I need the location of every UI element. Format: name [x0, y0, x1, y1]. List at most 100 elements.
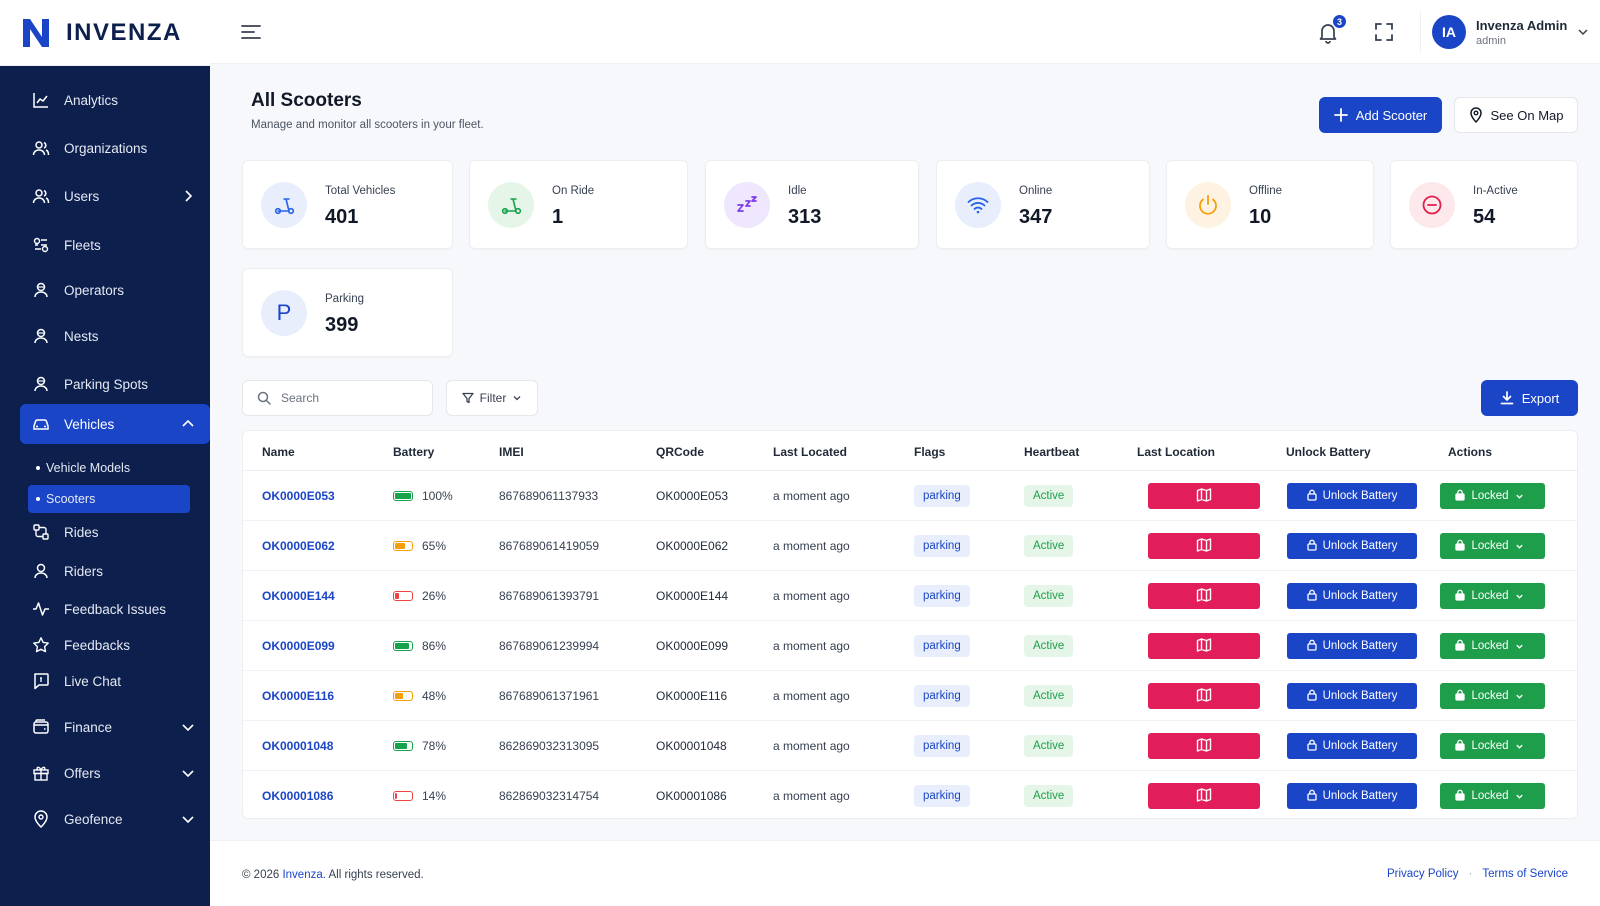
column-header-battery[interactable]: Battery: [393, 445, 435, 459]
scooter-name-link[interactable]: OK0000E116: [262, 689, 335, 703]
footer-links: Privacy Policy · Terms of Service: [1387, 868, 1568, 880]
stat-card-online[interactable]: Online 347: [936, 160, 1150, 249]
locked-action-dropdown[interactable]: Locked: [1440, 483, 1545, 509]
unlock-battery-button[interactable]: Unlock Battery: [1287, 783, 1417, 809]
locked-label: Locked: [1471, 690, 1509, 702]
battery-indicator: 86%: [393, 639, 446, 653]
sidebar-item-parking-spots[interactable]: Parking Spots: [20, 364, 210, 404]
sidebar-item-feedback-issues[interactable]: Feedback Issues: [20, 589, 210, 629]
sidebar-item-organizations[interactable]: Organizations: [20, 128, 210, 168]
last-location-map-button[interactable]: [1148, 783, 1260, 809]
column-header-imei[interactable]: IMEI: [499, 445, 524, 459]
column-header-actions[interactable]: Actions: [1448, 445, 1493, 459]
footer-separator: ·: [1468, 868, 1473, 880]
notification-bell-icon[interactable]: 3: [1316, 14, 1347, 44]
sidebar-item-operators[interactable]: Operators: [20, 270, 210, 310]
column-header-heartbeat[interactable]: Heartbeat: [1024, 445, 1080, 459]
terms-of-service-link[interactable]: Terms of Service: [1482, 868, 1568, 880]
copyright: © 2026 Invenza. All rights reserved.: [242, 869, 424, 881]
scooter-name-link[interactable]: OK0000E062: [262, 539, 335, 553]
locked-action-dropdown[interactable]: Locked: [1440, 583, 1545, 609]
last-location-map-button[interactable]: [1148, 533, 1260, 559]
brand[interactable]: INVENZA: [0, 0, 210, 66]
sidebar-item-rides[interactable]: Rides: [20, 512, 210, 552]
stat-card-on-ride[interactable]: On Ride 1: [469, 160, 688, 249]
lock-icon: [1455, 739, 1471, 754]
unlock-battery-button[interactable]: Unlock Battery: [1287, 683, 1417, 709]
sidebar-item-analytics[interactable]: Analytics: [20, 80, 210, 120]
user-role: admin: [1476, 34, 1506, 47]
scooter-name-link[interactable]: OK00001086: [262, 789, 334, 803]
column-header-name[interactable]: Name: [262, 445, 295, 459]
privacy-policy-link[interactable]: Privacy Policy: [1386, 868, 1459, 880]
lock-icon: [1306, 689, 1323, 704]
scooter-name-link[interactable]: OK0000E053: [262, 489, 335, 503]
locked-action-dropdown[interactable]: Locked: [1440, 733, 1545, 759]
sidebar-item-offers[interactable]: Offers: [20, 753, 210, 793]
stat-card-in-active[interactable]: In-Active 54: [1390, 160, 1578, 249]
locked-action-dropdown[interactable]: Locked: [1440, 783, 1545, 809]
sidebar-item-geofence[interactable]: Geofence: [20, 799, 210, 839]
flag-badge: parking: [914, 485, 970, 507]
sidebar-item-riders[interactable]: Riders: [20, 551, 210, 591]
last-location-map-button[interactable]: [1148, 583, 1260, 609]
stat-card-total-vehicles[interactable]: Total Vehicles 401: [242, 160, 453, 249]
map-icon: [1196, 737, 1212, 756]
users-icon: [32, 187, 50, 205]
stat-card-parking[interactable]: P Parking 399: [242, 268, 453, 357]
stat-card-offline[interactable]: Offline 10: [1166, 160, 1374, 249]
last-location-map-button[interactable]: [1148, 733, 1260, 759]
last-location-map-button[interactable]: [1148, 633, 1260, 659]
unlock-battery-button[interactable]: Unlock Battery: [1287, 583, 1417, 609]
column-header-unlock-battery[interactable]: Unlock Battery: [1286, 445, 1371, 459]
footer-brand-link[interactable]: Invenza.: [282, 869, 326, 881]
map-icon: [1196, 637, 1212, 656]
scooter-name-link[interactable]: OK0000E099: [262, 639, 335, 653]
unlock-battery-button[interactable]: Unlock Battery: [1287, 733, 1417, 759]
hamburger-menu-icon[interactable]: [240, 22, 262, 42]
battery-percent: 78%: [422, 739, 447, 753]
last-located: a moment ago: [773, 539, 850, 553]
lock-icon: [1306, 739, 1323, 754]
sidebar-item-live-chat[interactable]: Live Chat: [20, 661, 210, 701]
unlock-battery-button[interactable]: Unlock Battery: [1287, 533, 1417, 559]
scooter-name-link[interactable]: OK0000E144: [262, 589, 335, 603]
map-icon: [1196, 787, 1212, 806]
user-menu[interactable]: IA Invenza Admin admin: [1432, 14, 1589, 50]
flag-badge: parking: [914, 585, 970, 607]
last-location-map-button[interactable]: [1148, 683, 1260, 709]
last-location-map-button[interactable]: [1148, 483, 1260, 509]
see-on-map-button[interactable]: See On Map: [1454, 97, 1578, 133]
locked-action-dropdown[interactable]: Locked: [1440, 683, 1545, 709]
add-scooter-button[interactable]: Add Scooter: [1319, 97, 1442, 133]
sidebar-item-finance[interactable]: Finance: [20, 707, 210, 747]
sidebar-subitem-vehicle-models[interactable]: Vehicle Models: [28, 454, 190, 482]
scooter-icon: [488, 182, 534, 228]
search-input[interactable]: [281, 391, 421, 405]
users-icon: [32, 139, 50, 157]
sidebar-item-feedbacks[interactable]: Feedbacks: [20, 625, 210, 665]
locked-action-dropdown[interactable]: Locked: [1440, 533, 1545, 559]
column-header-last-located[interactable]: Last Located: [773, 445, 848, 459]
unlock-battery-button[interactable]: Unlock Battery: [1287, 483, 1417, 509]
sidebar-item-nests[interactable]: Nests: [20, 316, 210, 356]
locked-action-dropdown[interactable]: Locked: [1440, 633, 1545, 659]
column-header-qrcode[interactable]: QRCode: [656, 445, 704, 459]
scooter-name-link[interactable]: OK00001048: [262, 739, 334, 753]
export-button[interactable]: Export: [1481, 380, 1578, 416]
filter-button[interactable]: Filter: [446, 380, 538, 416]
copyright-prefix: © 2026: [242, 869, 280, 881]
fullscreen-icon[interactable]: [1374, 22, 1394, 42]
battery-indicator: 48%: [393, 689, 446, 703]
wifi-icon: [955, 182, 1001, 228]
sidebar-subitem-scooters[interactable]: Scooters: [28, 485, 190, 513]
sidebar-item-fleets[interactable]: Fleets: [20, 225, 210, 265]
unlock-battery-button[interactable]: Unlock Battery: [1287, 633, 1417, 659]
column-header-flags[interactable]: Flags: [914, 445, 946, 459]
sidebar-item-users[interactable]: Users: [20, 176, 210, 216]
search-box[interactable]: [242, 380, 433, 416]
minus-circle-icon: [1409, 182, 1455, 228]
stat-card-idle[interactable]: Idle 313: [705, 160, 919, 249]
column-header-last-location[interactable]: Last Location: [1137, 445, 1216, 459]
sidebar-item-vehicles[interactable]: Vehicles: [20, 404, 210, 444]
